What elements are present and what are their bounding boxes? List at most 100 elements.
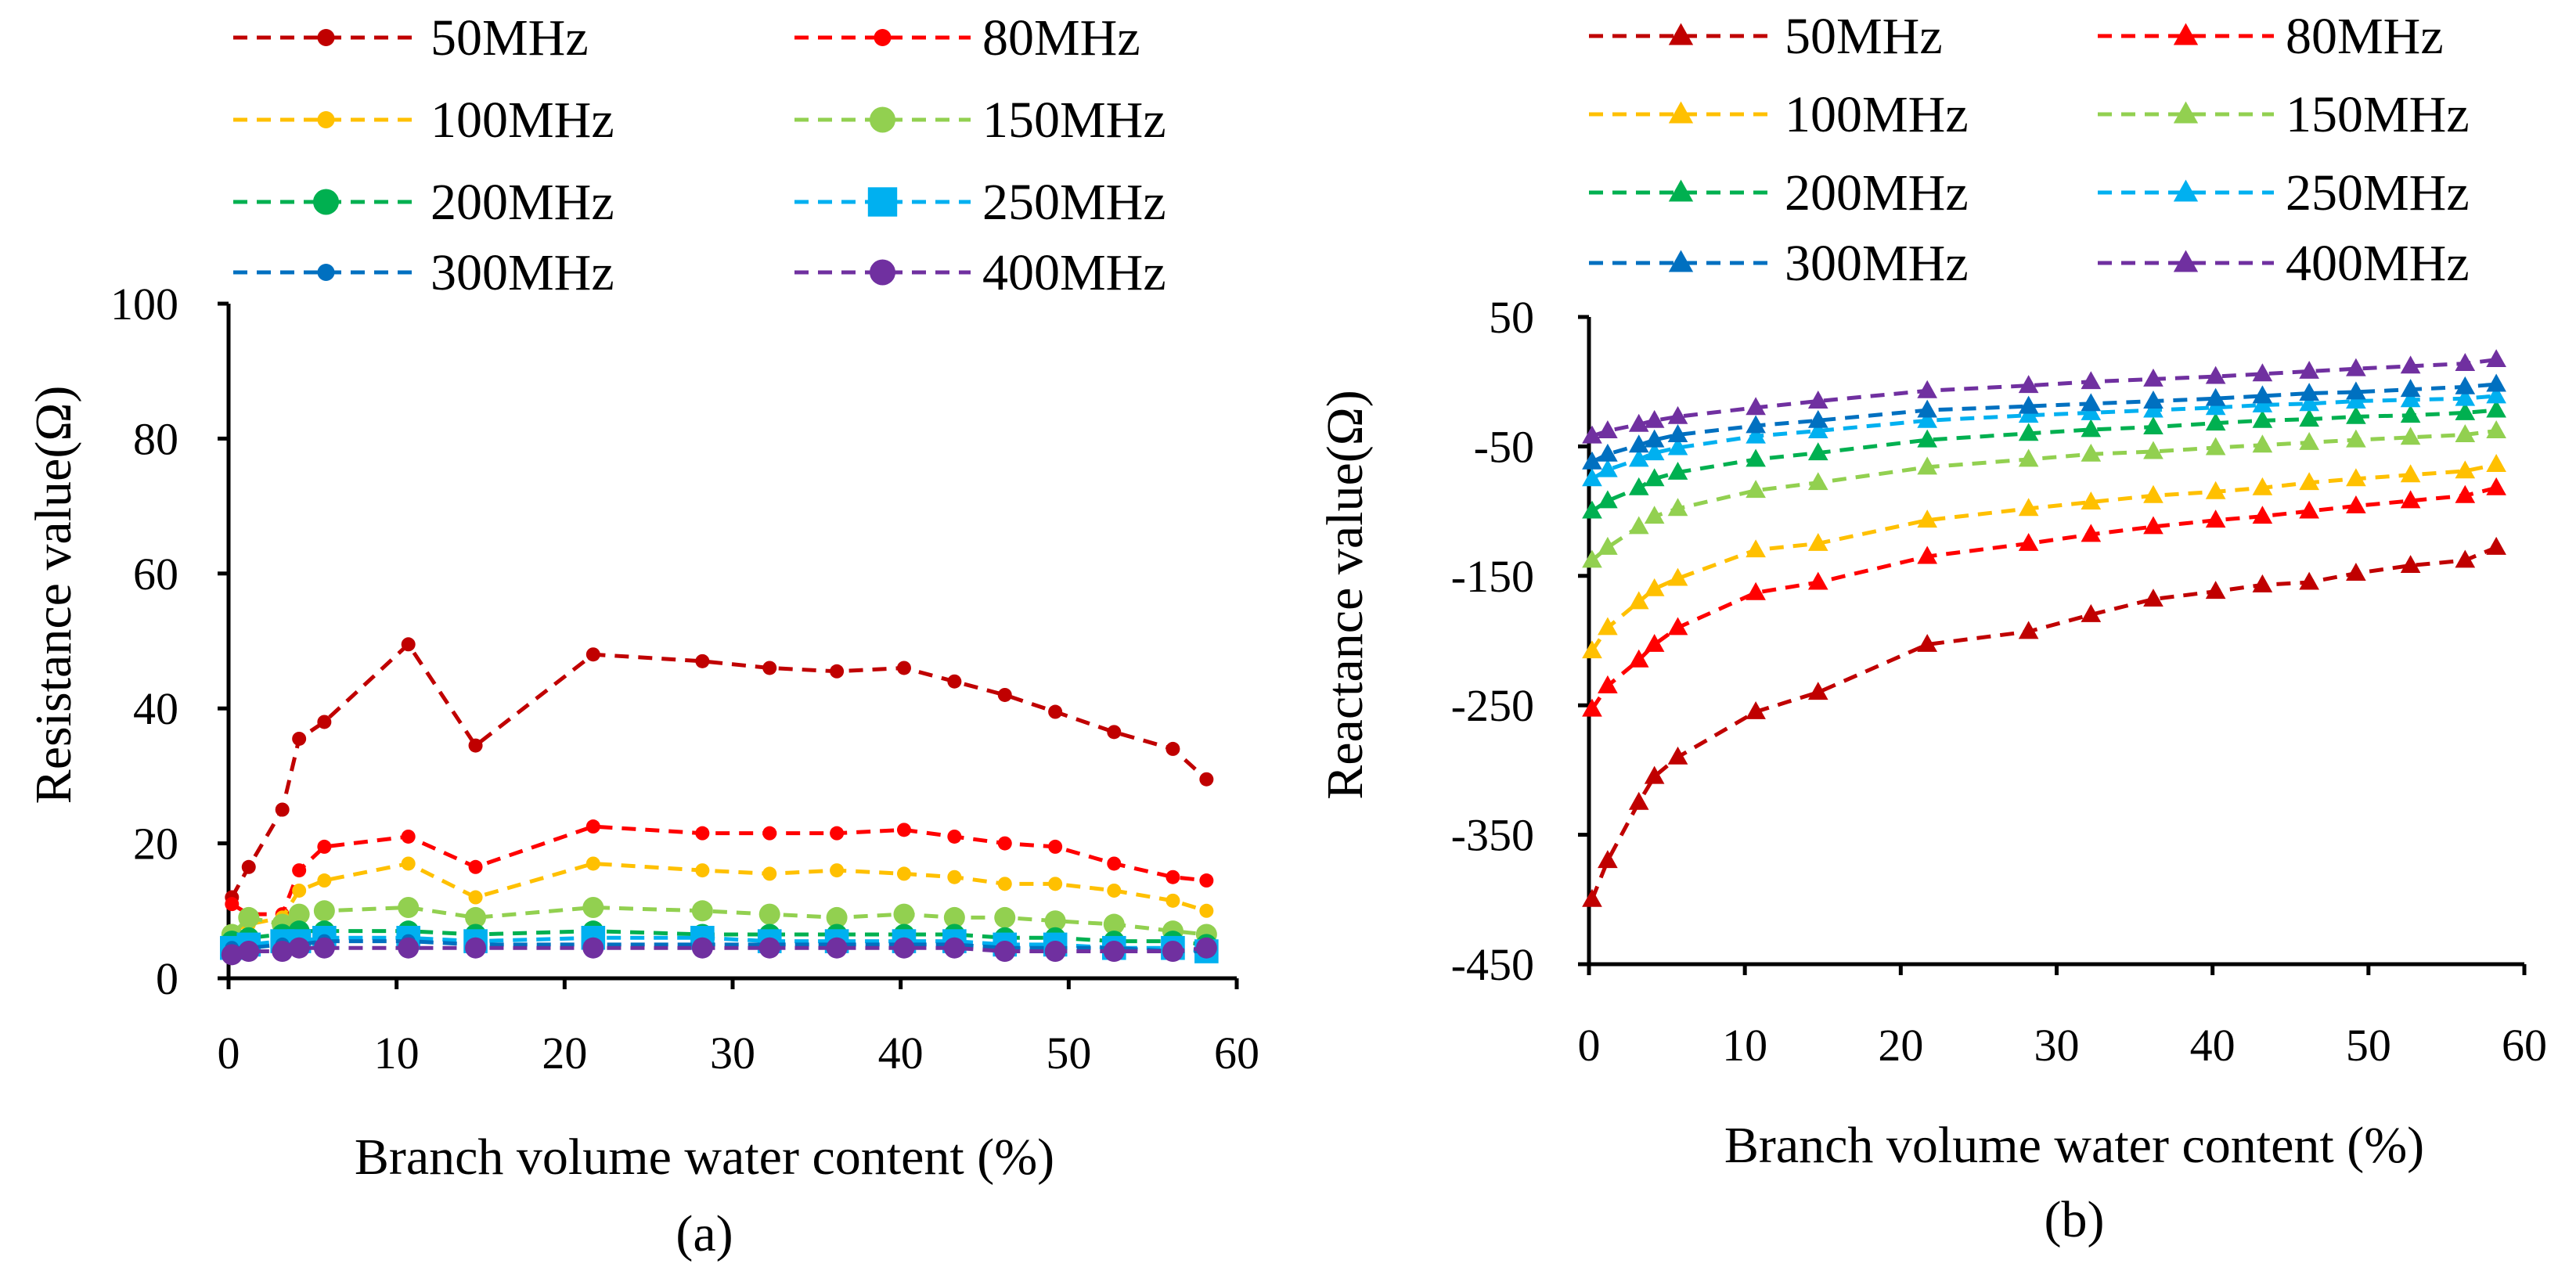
a-data-point [758,937,780,959]
a-data-point [830,826,845,841]
b-data-point [1582,698,1602,717]
a-data-point [893,903,915,925]
b-data-point [2081,491,2102,509]
b-data-point [2252,394,2273,412]
a-data-point [401,829,416,844]
a-data-point [238,941,260,963]
a-legend-item: 80MHz [794,9,1140,67]
b-data-point [1582,549,1602,568]
a-data-point [468,890,483,905]
b-data-point [2252,409,2273,428]
b-data-point [2486,454,2506,473]
b-data-point [1746,581,1766,600]
b-y-tick-label: -250 [1451,680,1534,731]
b-data-point [2205,412,2226,431]
b-data-point [2143,368,2163,387]
a-data-point [1107,725,1122,740]
b-data-point [1598,675,1618,693]
b-data-point [1807,571,1828,590]
b-series-line [1591,382,2497,464]
a-legend-label: 300MHz [431,244,614,301]
b-data-point [2346,358,2366,376]
b-series-80MHz [1582,477,2506,717]
a-legend-swatch-marker [870,106,895,133]
a-legend-label: 150MHz [982,92,1166,149]
a-data-point [691,937,713,959]
b-legend-swatch-marker [2173,179,2199,202]
a-legend-item: 50MHz [233,9,589,67]
a-data-point [585,856,600,871]
a-legend-item: 400MHz [794,244,1166,301]
b-data-point [1598,617,1618,636]
b-data-point [2400,555,2421,574]
b-data-point [1582,888,1602,907]
b-data-point [1598,490,1618,509]
b-data-point [1628,477,1649,495]
b-data-point [1628,791,1649,810]
a-y-tick-label: 80 [133,413,178,464]
b-data-point [2205,509,2226,528]
a-data-point [830,863,845,878]
b-y-tick-label: -350 [1451,810,1534,861]
a-legend-swatch-marker [317,111,335,128]
a-data-point [1162,941,1184,963]
a-data-point [398,937,420,959]
b-data-point [2486,349,2506,368]
a-data-point [691,900,713,922]
b-data-point [1628,649,1649,668]
a-legend-item: 250MHz [794,174,1166,231]
b-legend-swatch-marker [1668,101,1694,124]
a-y-tick-label: 60 [133,549,178,599]
b-data-point [1807,409,1828,428]
b-legend-swatch-marker [1668,250,1694,272]
b-legend-item: 300MHz [1589,235,1969,292]
b-data-point [2205,387,2226,406]
a-data-point [288,937,310,959]
b-data-point [1667,746,1688,765]
b-data-point [1807,682,1828,700]
b-data-point [1746,480,1766,499]
b-data-point [1644,633,1665,652]
b-data-point [2486,477,2506,495]
b-data-point [2455,401,2476,420]
a-data-point [695,654,710,668]
b-data-point [2018,621,2039,639]
b-data-point [2486,385,2506,404]
b-data-point [1644,409,1665,428]
b-legend-item: 400MHz [2098,235,2470,292]
b-legend-label: 80MHz [2286,8,2444,65]
b-data-point [2081,443,2102,462]
b-data-point [2346,391,2366,409]
a-data-point [695,826,710,841]
b-data-point [2346,429,2366,448]
a-data-point [943,906,965,928]
b-data-point [1628,591,1649,610]
b-data-point [2018,498,2039,517]
b-data-point [2346,468,2366,487]
a-series-400MHz [221,937,1217,966]
b-data-point [2455,353,2476,371]
a-data-point [1048,839,1063,854]
a-data-point [1048,877,1063,891]
b-x-axis-label: Branch volume water content (%) [1724,1117,2424,1174]
b-data-point [2018,405,2039,423]
a-data-point [288,903,310,925]
a-legend-item: 100MHz [233,92,614,149]
a-data-point [1166,870,1180,884]
a-data-point [947,870,962,884]
a-data-point [401,637,416,652]
b-legend-item: 250MHz [2098,164,2470,221]
b-x-tick-label: 10 [1722,1020,1767,1071]
b-data-point [2486,536,2506,555]
b-data-point [2455,484,2476,503]
b-legend-label: 300MHz [1785,235,1969,292]
b-y-tick-label: -50 [1474,421,1534,472]
a-series-50MHz [225,637,1214,905]
b-data-point [2252,385,2273,404]
b-data-point [2400,355,2421,374]
b-legend-swatch-marker [2173,250,2199,272]
b-data-point [1917,456,1938,475]
b-legend-label: 150MHz [2286,86,2470,143]
b-data-point [2143,399,2163,418]
